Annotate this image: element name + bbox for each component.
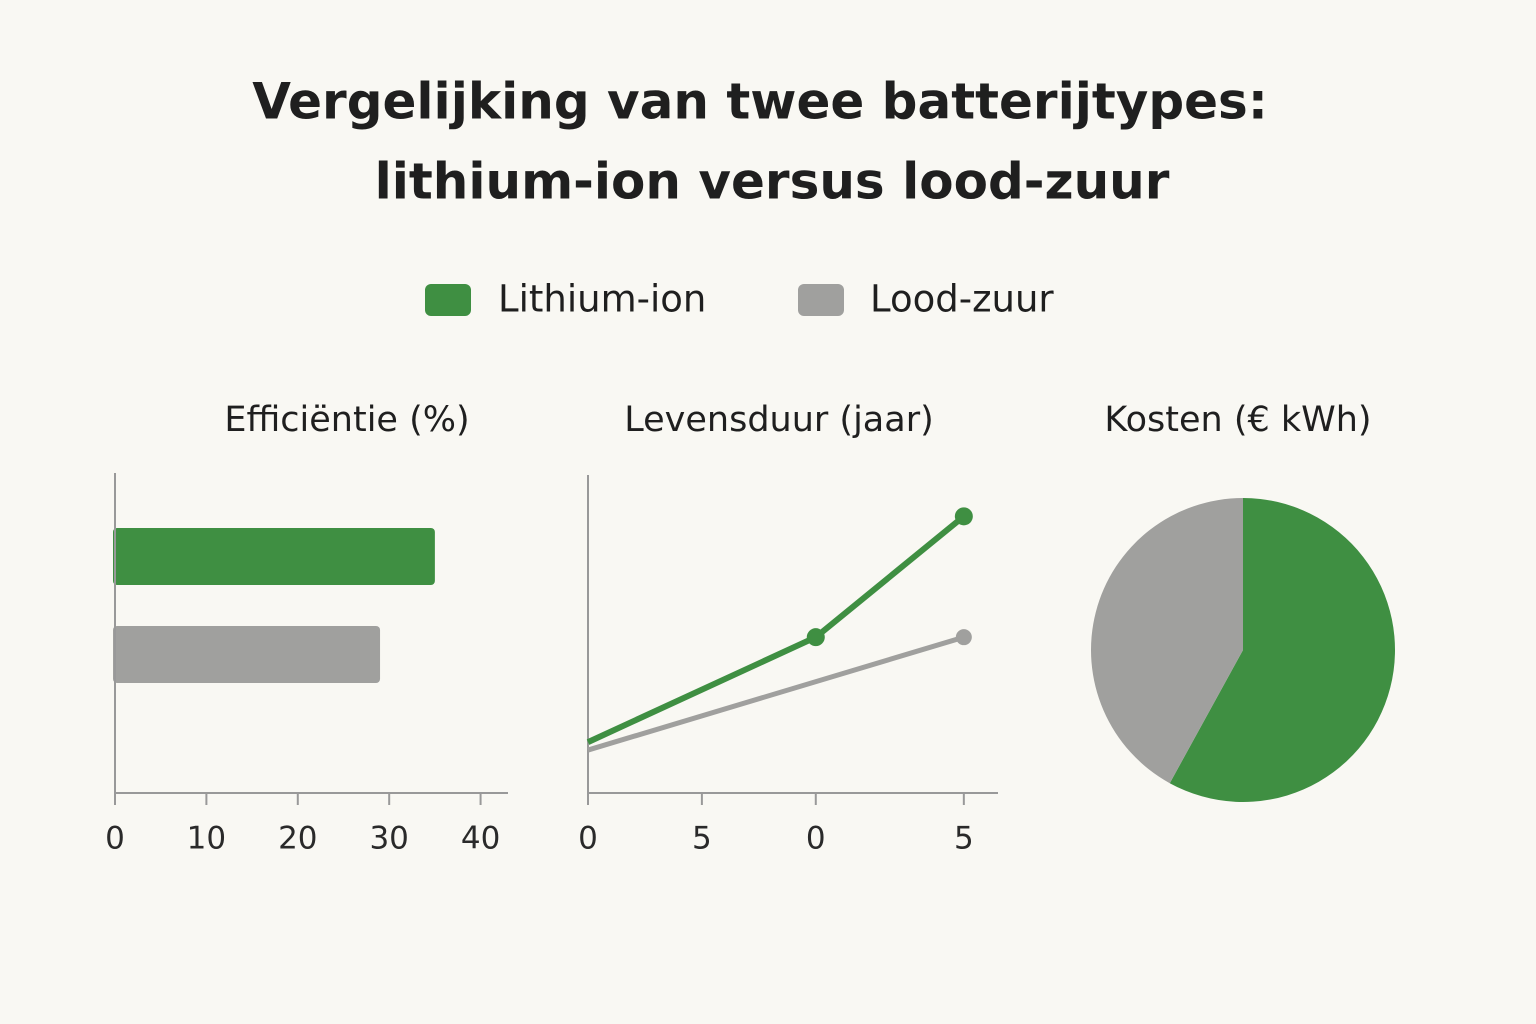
point	[955, 629, 972, 646]
chart-title: Kosten (€ kWh)	[1104, 400, 1371, 440]
x-tick-label: 5	[692, 821, 712, 857]
x-tick-label: 0	[578, 821, 598, 857]
legend-swatch	[798, 284, 844, 316]
x-tick-label: 0	[806, 821, 826, 857]
point	[954, 507, 973, 526]
chart-title: Efficiëntie (%)	[224, 400, 469, 440]
title-line: lithium-ion versus lood-zuur	[375, 153, 1170, 211]
x-tick-label: 30	[369, 821, 408, 857]
x-tick-label: 5	[954, 821, 974, 857]
title-line: Vergelijking van twee batterijtypes:	[252, 73, 1268, 131]
legend-label: Lithium-ion	[498, 278, 706, 321]
x-tick-label: 10	[187, 821, 226, 857]
legend-swatch	[425, 284, 471, 316]
pie-slice	[1091, 498, 1243, 784]
x-tick-label: 20	[278, 821, 317, 857]
bar	[113, 528, 435, 585]
line	[587, 634, 965, 753]
chart-title: Levensduur (jaar)	[624, 400, 934, 440]
x-tick-label: 40	[461, 821, 500, 857]
pie-slice	[1169, 498, 1395, 802]
point	[806, 628, 825, 647]
legend-label: Lood-zuur	[870, 278, 1054, 321]
x-tick-label: 0	[105, 821, 125, 857]
bar	[113, 626, 381, 683]
